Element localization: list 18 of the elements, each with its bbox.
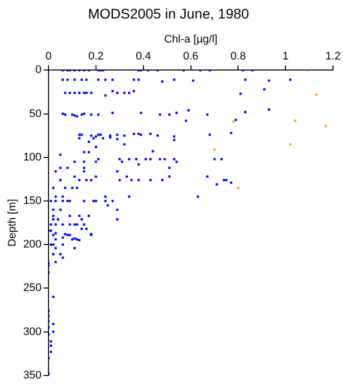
x-tick-label: 0: [45, 50, 52, 63]
y-axis-title: Depth [m]: [6, 198, 19, 247]
y-tick-label: 100: [23, 151, 42, 164]
x-tick-label: 0.8: [230, 50, 246, 63]
x-tick-label: 0.4: [136, 50, 152, 63]
y-tick-label: 300: [23, 326, 42, 338]
y-tick-label: 250: [23, 282, 42, 294]
y-tick-label: 50: [29, 108, 42, 120]
chart-title: MODS2005 in June, 1980: [88, 5, 250, 22]
x-axis-title: Chl-a [µg/l]: [164, 33, 218, 46]
y-tick-label: 200: [23, 238, 42, 251]
x-tick-label: 1.2: [325, 50, 341, 63]
y-tick-label: 0: [35, 64, 42, 76]
x-tick-label: 0.2: [88, 50, 104, 63]
x-tick-label: 0.6: [183, 50, 198, 63]
x-tick-label: 1: [282, 50, 289, 63]
y-tick-label: 350: [23, 369, 42, 382]
y-tick-label: 150: [23, 195, 42, 208]
